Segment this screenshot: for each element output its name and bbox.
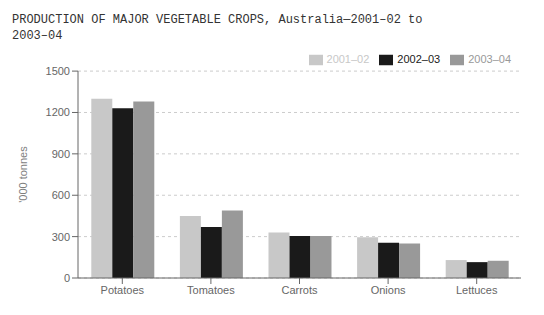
html-text:2002–03: 2002–03: [397, 53, 441, 65]
svg-text:1500: 1500: [46, 65, 70, 77]
svg-text:Tomatoes: Tomatoes: [187, 284, 235, 296]
svg-text:900: 900: [52, 148, 70, 160]
svg-text:300: 300: [52, 231, 70, 243]
html-text:2003–04: 2003–04: [12, 29, 63, 43]
svg-text:Lettuces: Lettuces: [456, 284, 498, 296]
svg-text:Onions: Onions: [371, 284, 406, 296]
svg-text:0: 0: [64, 272, 70, 284]
svg-text:600: 600: [52, 189, 70, 201]
svg-text:'000 tonnes: '000 tonnes: [17, 146, 29, 203]
html-text:2003–04: 2003–04: [468, 53, 511, 65]
svg-text:1200: 1200: [46, 106, 70, 118]
html-text:2001–02: 2001–02: [326, 53, 370, 65]
svg-text:Potatoes: Potatoes: [101, 284, 145, 296]
html-text:PRODUCTION OF MAJOR VEGETABLE: PRODUCTION OF MAJOR VEGETABLE CROPS, Aus…: [12, 13, 423, 27]
svg-text:Carrots: Carrots: [281, 284, 318, 296]
